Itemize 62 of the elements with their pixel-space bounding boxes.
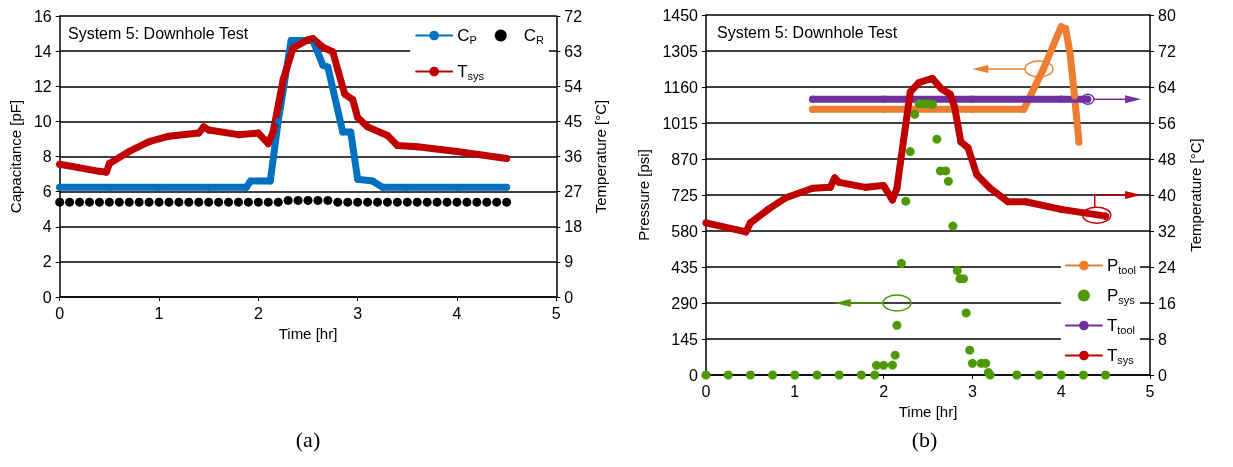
x-tick-label: 3: [353, 304, 363, 322]
y2-tick-label: 32: [1158, 222, 1176, 240]
text: System 5: Downhole Test: [717, 23, 898, 41]
y-tick-label: 1305: [662, 42, 699, 60]
text: (b): [911, 426, 938, 452]
x-axis-title: Time [hr]: [898, 402, 958, 420]
y2-tick-label: 45: [564, 112, 583, 130]
y-tick-label: 1015: [662, 114, 699, 132]
text: (a): [295, 426, 321, 452]
y2-tick-label: 80: [1158, 6, 1176, 24]
y-tick-label: 435: [671, 258, 699, 276]
y-tick-label: 14: [33, 42, 52, 60]
y-tick-label: 290: [671, 294, 699, 312]
y2-tick-label: 72: [564, 7, 583, 25]
y2-axis-title: Temperature [°C]: [1187, 138, 1204, 252]
x-tick-label: 5: [1145, 382, 1155, 400]
x-tick-label: 2: [879, 382, 889, 400]
text: System 5: Downhole Test: [68, 24, 249, 42]
y-tick-label: 870: [671, 150, 699, 168]
x-tick-label: 3: [967, 382, 977, 400]
y2-tick-label: 18: [564, 218, 583, 236]
y-tick-label: 8: [42, 148, 52, 165]
y-tick-label: 0: [689, 366, 699, 384]
y-axis-title: Pressure [psi]: [635, 149, 652, 241]
y-tick-label: 4: [42, 218, 52, 236]
y-tick-label: 0: [42, 288, 52, 306]
y2-tick-label: 9: [564, 253, 574, 271]
y2-tick-label: 36: [564, 148, 583, 165]
x-tick-label: 1: [154, 304, 164, 322]
y2-tick-label: 72: [1158, 42, 1176, 60]
x-tick-label: 0: [55, 304, 65, 322]
y2-tick-label: 0: [564, 288, 574, 306]
y-tick-label: 1160: [663, 78, 699, 96]
x-tick-label: 2: [253, 304, 263, 322]
y2-tick-label: 16: [1158, 294, 1176, 312]
x-tick-label: 4: [1056, 382, 1066, 400]
y-tick-label: 6: [42, 183, 52, 201]
x-tick-label: 4: [452, 304, 462, 322]
y2-tick-label: 63: [564, 42, 583, 60]
x-tick-label: 5: [551, 304, 561, 322]
x-tick-label: 1: [790, 382, 800, 400]
x-tick-label: 0: [701, 382, 711, 400]
y2-tick-label: 56: [1158, 114, 1176, 132]
y2-tick-label: 54: [564, 77, 583, 95]
y-tick-label: 10: [33, 112, 52, 130]
y2-tick-label: 40: [1158, 186, 1176, 204]
y-axis-title: Capacitance [pF]: [7, 99, 24, 214]
y2-tick-label: 27: [564, 183, 583, 201]
y2-tick-label: 0: [1158, 366, 1167, 384]
y-tick-label: 16: [33, 7, 52, 25]
y-tick-label: 2: [42, 253, 52, 271]
x-axis-title: Time [hr]: [278, 324, 338, 342]
y2-tick-label: 8: [1158, 330, 1167, 348]
y-tick-label: 580: [671, 222, 699, 240]
y-tick-label: 1450: [662, 6, 699, 24]
y2-tick-label: 64: [1158, 78, 1176, 96]
y2-axis-title: Temperature [°C]: [592, 99, 609, 214]
y2-tick-label: 48: [1158, 150, 1176, 168]
y2-tick-label: 24: [1158, 258, 1176, 276]
y-tick-label: 12: [33, 77, 52, 95]
y-tick-label: 725: [671, 186, 699, 204]
y-tick-label: 145: [671, 330, 699, 348]
